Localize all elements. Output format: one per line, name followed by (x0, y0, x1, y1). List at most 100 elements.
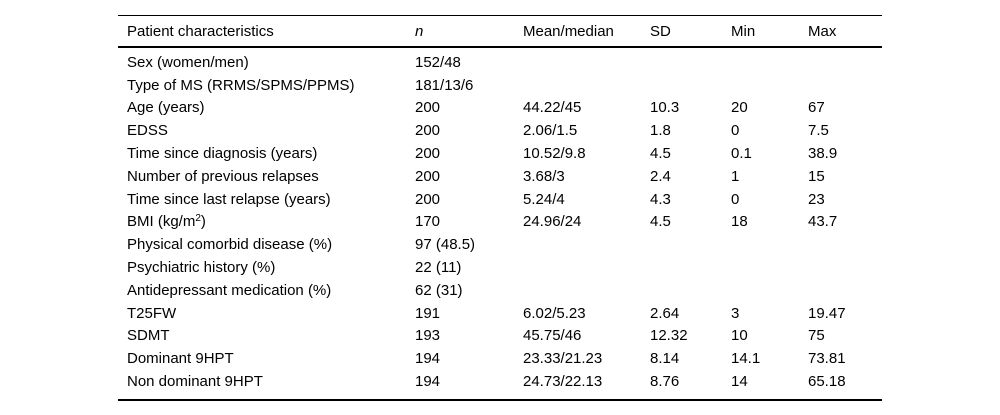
row-label: SDMT (127, 327, 170, 345)
row-label: Psychiatric history (%) (127, 259, 276, 277)
table-cell: 75 (808, 327, 825, 345)
table-cell: 4.3 (650, 190, 671, 208)
table-cell: 2.4 (650, 167, 671, 185)
table-cell: 44.22/45 (523, 99, 582, 117)
table-cell: 7.5 (808, 122, 829, 140)
table-cell: 200 (415, 145, 441, 163)
table-cell: 10.3 (650, 99, 680, 117)
row-label: Sex (women/men) (127, 53, 249, 71)
table-cell: 14.1 (731, 350, 761, 368)
table-cell: 22 (11) (415, 259, 462, 277)
table-header: Patient characteristics n Mean/median SD Min… (118, 16, 882, 47)
table-cell: 200 (415, 122, 441, 140)
table-row-type-of-ms-rrms-spms-ppms: Type of MS (RRMS/SPMS/PPMS) 181/13/6 (118, 74, 882, 97)
table-cell (808, 256, 882, 279)
table-cell (523, 233, 650, 256)
row-label: Number of previous relapses (127, 167, 319, 185)
table-cell (523, 279, 650, 302)
table-cell (650, 256, 731, 279)
table-cell: 194 (415, 373, 441, 391)
table-row-physical-comorbid-disease: Physical comorbid disease (%) 97 (48.5) (118, 233, 882, 256)
table-cell: 97 (48.5) (415, 236, 476, 254)
row-label: Non dominant 9HPT (127, 373, 263, 391)
table-row-sdmt: SDMT 193 45.75/46 12.32 10 75 (118, 325, 882, 348)
table-cell: 3.68/3 (523, 167, 565, 185)
table-cell: 23.33/21.23 (523, 350, 603, 368)
table-row-number-of-previous-relapses: Number of previous relapses 200 3.68/3 2.4 1… (118, 165, 882, 188)
table-cell (650, 74, 731, 97)
data-table: Patient characteristics n Mean/median SD Min… (118, 15, 882, 401)
table-row-edss: EDSS 200 2.06/1.5 1.8 0 7.5 (118, 119, 882, 142)
superscript: 2 (195, 213, 201, 225)
table-cell (731, 74, 808, 97)
table-row-dominant-9hpt: Dominant 9HPT 194 23.33/21.23 8.14 14.1 73.81 (118, 347, 882, 370)
table-cell: 67 (808, 99, 825, 117)
table-row-time-since-last-relapse-years: Time since last relapse (years) 200 5.24/4… (118, 188, 882, 211)
table-cell: 1 (731, 167, 740, 185)
table-cell: 4.5 (650, 145, 671, 163)
table-cell: 0 (731, 190, 740, 208)
table-cell: 18 (731, 213, 748, 231)
table-cell: 170 (415, 213, 441, 231)
table-cell: 10.52/9.8 (523, 145, 586, 163)
table-cell: 65.18 (808, 373, 846, 391)
table-cell: 15 (808, 167, 825, 185)
table-cell: 73.81 (808, 350, 846, 368)
table-cell: 200 (415, 190, 441, 208)
table-cell: 43.7 (808, 213, 838, 231)
table-row-antidepressant-medication: Antidepressant medication (%) 62 (31) (118, 279, 882, 302)
table-cell (650, 47, 731, 74)
table-cell (731, 279, 808, 302)
table-cell: 5.24/4 (523, 190, 565, 208)
table-cell: 24.73/22.13 (523, 373, 603, 391)
column-header-min: Min (731, 22, 756, 40)
column-header-sd: SD (650, 22, 671, 40)
table-cell: 23 (808, 190, 825, 208)
table-cell (523, 47, 650, 74)
column-header-mean-median: Mean/median (523, 22, 614, 40)
table-cell: 8.14 (650, 350, 680, 368)
table-cell: 14 (731, 373, 748, 391)
table-row-non-dominant-9hpt: Non dominant 9HPT 194 24.73/22.13 8.76 14 65.… (118, 370, 882, 400)
table-cell (650, 279, 731, 302)
table-cell: 20 (731, 99, 748, 117)
row-label: T25FW (127, 304, 177, 322)
table-cell: 19.47 (808, 304, 846, 322)
table-cell: 191 (415, 304, 441, 322)
table-row-age-years: Age (years) 200 44.22/45 10.3 20 67 (118, 97, 882, 120)
table-cell: 0.1 (731, 145, 752, 163)
table-cell (731, 256, 808, 279)
table-cell: 62 (31) (415, 281, 463, 299)
table-row-t25fw: T25FW 191 6.02/5.23 2.64 3 19.47 (118, 302, 882, 325)
row-label: Time since diagnosis (years) (127, 145, 318, 163)
table-cell (523, 74, 650, 97)
table-cell (731, 47, 808, 74)
table-cell: 10 (731, 327, 748, 345)
table-header-row: Patient characteristics n Mean/median SD Min… (118, 16, 882, 47)
table-cell (808, 74, 882, 97)
table-cell: 1.8 (650, 122, 671, 140)
table-cell (808, 233, 882, 256)
table-cell: 6.02/5.23 (523, 304, 586, 322)
table-cell (808, 47, 882, 74)
table-cell: 181/13/6 (415, 76, 474, 94)
row-label: Time since last relapse (years) (127, 190, 331, 208)
row-label: BMI (kg/m2) (127, 213, 206, 231)
table-cell (731, 233, 808, 256)
table-cell (808, 279, 882, 302)
row-label: Dominant 9HPT (127, 350, 234, 368)
table-body: Sex (women/men) 152/48 Type of MS (RRMS/SP… (118, 47, 882, 400)
row-label: Antidepressant medication (%) (127, 281, 332, 299)
table-cell: 38.9 (808, 145, 838, 163)
table-cell: 2.06/1.5 (523, 122, 578, 140)
table-row-bmi-kg-m: BMI (kg/m2) 170 24.96/24 4.5 18 43.7 (118, 211, 882, 234)
row-label: EDSS (127, 122, 168, 140)
table-cell: 152/48 (415, 53, 461, 71)
patient-characteristics-table: Patient characteristics n Mean/median SD Min… (118, 15, 882, 401)
table-cell: 2.64 (650, 304, 680, 322)
table-cell: 12.32 (650, 327, 688, 345)
table-cell (650, 233, 731, 256)
table-cell: 0 (731, 122, 740, 140)
table-cell (523, 256, 650, 279)
table-row-psychiatric-history: Psychiatric history (%) 22 (11) (118, 256, 882, 279)
